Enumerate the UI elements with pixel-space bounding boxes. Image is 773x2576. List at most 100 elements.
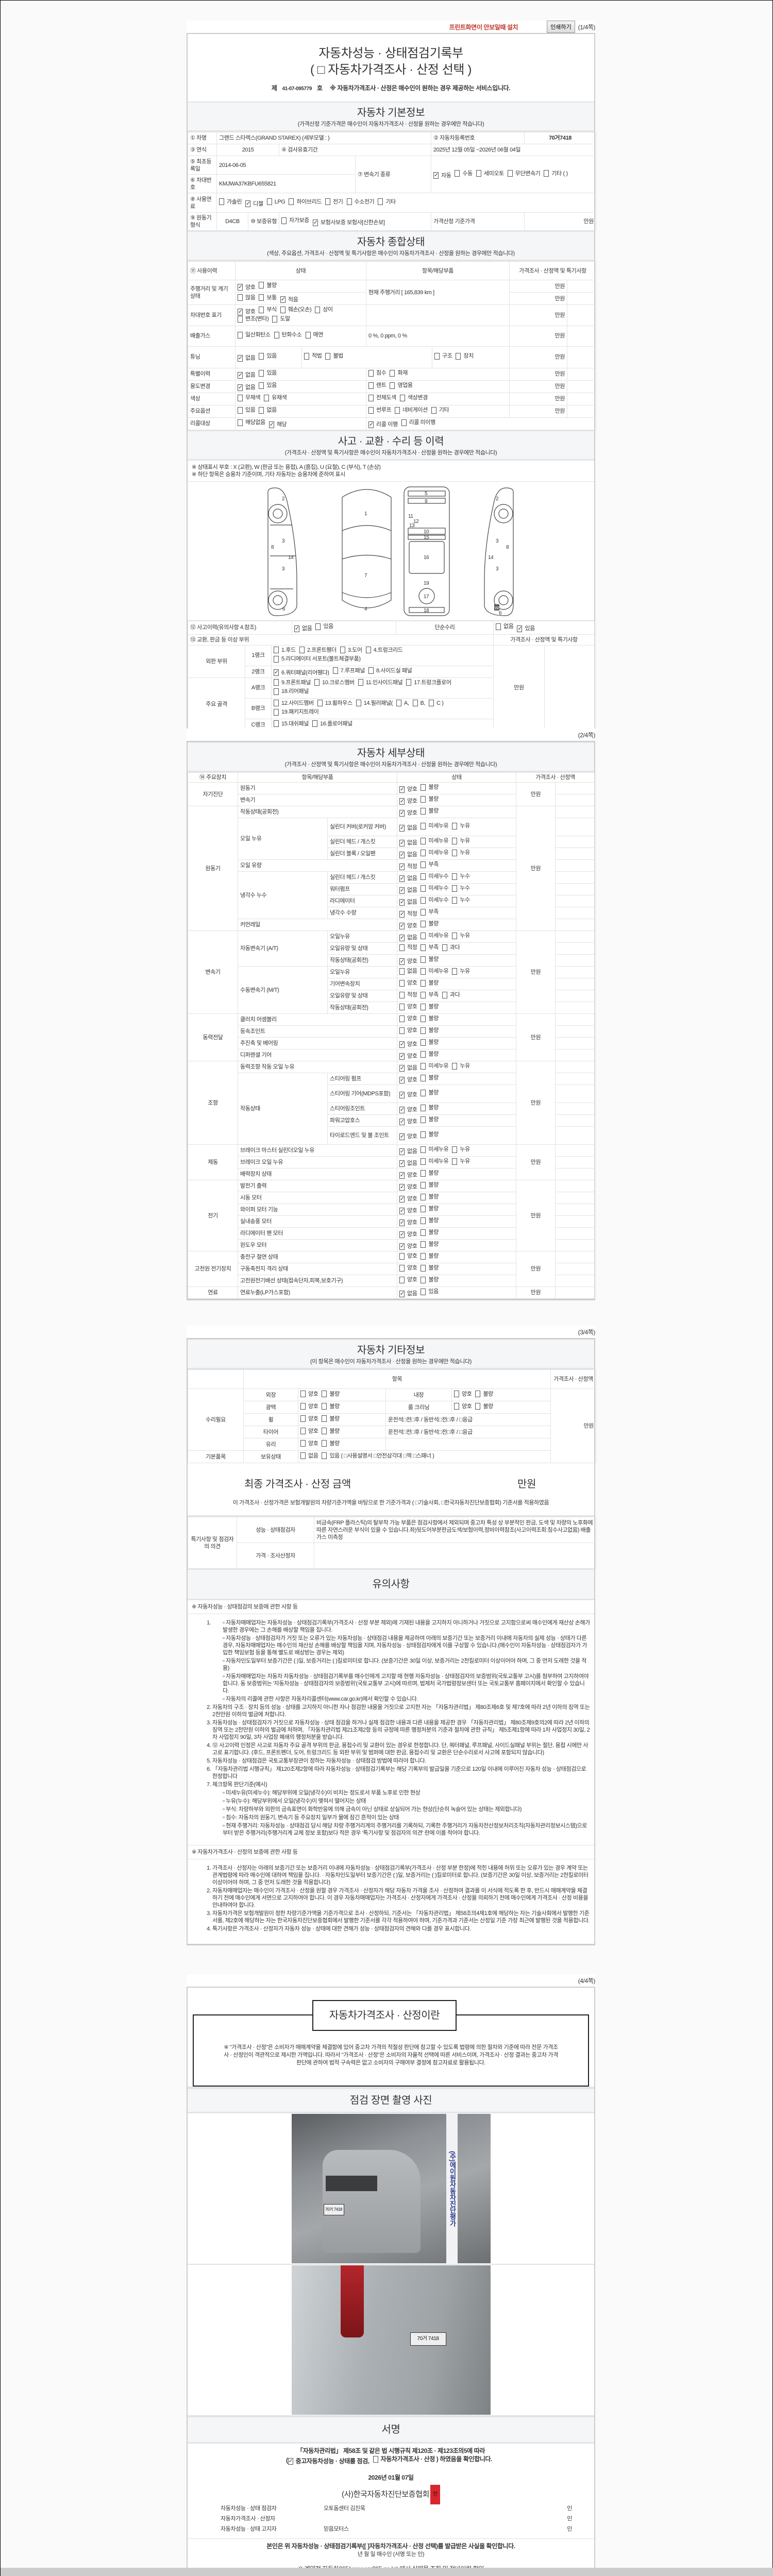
checkbox-option[interactable]: 적정 (399, 944, 417, 951)
checkbox-checked[interactable]: ✓ (399, 1183, 405, 1191)
checkbox-unchecked[interactable] (452, 885, 458, 892)
checkbox-option[interactable]: 변조(변타) (238, 315, 269, 323)
checkbox-unchecked[interactable] (421, 885, 426, 892)
checkbox-unchecked[interactable] (452, 968, 458, 975)
checkbox-option[interactable]: 썬루프 (368, 406, 392, 414)
checkbox-unchecked[interactable] (340, 647, 345, 653)
checkbox-option[interactable]: 적법 (304, 352, 322, 360)
checkbox-option[interactable]: ✓ 없음 (399, 824, 417, 832)
checkbox-option[interactable]: 13.휠하우스 (317, 700, 352, 707)
checkbox-unchecked[interactable] (358, 679, 363, 686)
checkbox-unchecked[interactable] (421, 979, 426, 987)
checkbox-unchecked[interactable] (421, 968, 426, 975)
checkbox-unchecked[interactable] (421, 1146, 426, 1153)
checkbox-option[interactable]: 누유 (452, 968, 470, 975)
checkbox-option[interactable]: ✓ 없음 (399, 1290, 417, 1297)
checkbox-option[interactable]: 누유 (452, 837, 470, 844)
checkbox-unchecked[interactable] (274, 700, 279, 706)
checkbox-option[interactable]: 리콜 미이행 (401, 419, 435, 426)
checkbox-unchecked[interactable] (452, 873, 458, 880)
checkbox-option[interactable]: 불량 (421, 1229, 439, 1236)
checkbox-option[interactable]: ✓ 적정 (399, 910, 417, 918)
checkbox-unchecked[interactable] (421, 873, 426, 880)
checkbox-unchecked[interactable] (395, 406, 400, 414)
checkbox-option[interactable]: ✓ 자동 (433, 172, 451, 179)
checkbox-option[interactable]: 미세누유 (421, 1158, 449, 1165)
checkbox-checked[interactable]: ✓ (399, 839, 405, 846)
checkbox-unchecked[interactable] (259, 282, 264, 289)
checkbox-unchecked[interactable] (399, 394, 405, 401)
checkbox-option[interactable]: 누수 (452, 896, 470, 904)
checkbox-unchecked[interactable] (219, 198, 224, 205)
checkbox-unchecked[interactable] (274, 655, 279, 663)
checkbox-unchecked[interactable] (421, 991, 426, 998)
checkbox-unchecked[interactable] (378, 198, 383, 205)
checkbox-unchecked[interactable] (322, 1403, 327, 1410)
checkbox-option[interactable]: ✓ 양호 (238, 308, 256, 315)
checkbox-unchecked[interactable] (274, 720, 279, 727)
checkbox-checked[interactable]: ✓ (238, 371, 243, 379)
checkbox-unchecked[interactable] (421, 849, 426, 856)
checkbox-option[interactable]: 미세누수 (421, 873, 449, 880)
checkbox-checked[interactable]: ✓ (399, 1133, 405, 1140)
checkbox-option[interactable]: ✓ 보험사보증 보험사[신한손보] (312, 219, 385, 226)
checkbox-option[interactable]: 불량 (421, 795, 439, 803)
checkbox-option[interactable]: 양호 (399, 1027, 417, 1034)
checkbox-unchecked[interactable] (456, 352, 461, 360)
checkbox-unchecked[interactable] (317, 700, 323, 706)
checkbox-unchecked[interactable] (322, 1452, 327, 1460)
checkbox-checked[interactable]: ✓ (399, 809, 405, 817)
checkbox-option[interactable]: 미세누유 (421, 837, 449, 844)
checkbox-unchecked[interactable] (421, 1039, 426, 1046)
checkbox-option[interactable]: 부족 (421, 908, 439, 916)
checkbox-option[interactable]: 장치 (456, 352, 474, 360)
checkbox-unchecked[interactable] (299, 647, 305, 653)
checkbox-option[interactable]: 불량 (421, 979, 439, 987)
checkbox-unchecked[interactable] (238, 331, 243, 338)
checkbox-option[interactable]: 불량 (421, 807, 439, 815)
checkbox-option[interactable]: 15.대쉬패널 (274, 720, 309, 727)
checkbox-unchecked[interactable] (421, 1003, 426, 1010)
checkbox-unchecked[interactable] (300, 1415, 306, 1422)
checkbox-option[interactable]: 불량 (322, 1415, 340, 1422)
checkbox-checked[interactable]: ✓ (399, 1053, 405, 1060)
checkbox-option[interactable]: 불량 (421, 1193, 439, 1200)
checkbox-unchecked[interactable] (421, 1229, 426, 1236)
checkbox-unchecked[interactable] (544, 170, 549, 177)
checkbox-checked[interactable]: ✓ (399, 1041, 405, 1048)
checkbox-unchecked[interactable] (421, 822, 426, 829)
checkbox-option[interactable]: 19.패키지트레이 (274, 708, 319, 716)
checkbox-unchecked[interactable] (368, 406, 374, 414)
checkbox-unchecked[interactable] (238, 419, 243, 426)
checkbox-unchecked[interactable] (442, 991, 447, 998)
checkbox-option[interactable]: 자가보증 (281, 217, 309, 224)
checkbox-option[interactable]: 불량 (322, 1440, 340, 1447)
checkbox-checked[interactable]: ✓ (399, 1195, 405, 1202)
checkbox-option[interactable]: 없음 (496, 623, 514, 630)
checkbox-option[interactable]: 불량 (421, 920, 439, 927)
checkbox-option[interactable]: ✓ 양호 (399, 1219, 417, 1226)
checkbox-checked[interactable]: ✓ (517, 625, 523, 632)
checkbox-unchecked[interactable] (421, 956, 426, 963)
checkbox-unchecked[interactable] (264, 394, 270, 401)
checkbox-option[interactable]: 1.후드 (274, 647, 296, 654)
checkbox-unchecked[interactable] (390, 369, 395, 377)
checkbox-option[interactable]: 양호 (300, 1391, 318, 1398)
checkbox-option[interactable]: 전기 (325, 198, 343, 206)
checkbox-unchecked[interactable] (476, 170, 481, 177)
checkbox-option[interactable]: 미세누유 (421, 932, 449, 939)
checkbox-unchecked[interactable] (259, 382, 264, 389)
checkbox-unchecked[interactable] (452, 932, 458, 939)
checkbox-checked[interactable]: ✓ (399, 798, 405, 805)
checkbox-option[interactable]: 무채색 (238, 394, 261, 401)
checkbox-unchecked[interactable] (238, 394, 243, 401)
checkbox-unchecked[interactable] (399, 991, 405, 998)
checkbox-option[interactable]: 양호 (300, 1428, 318, 1435)
checkbox-unchecked[interactable] (259, 306, 264, 313)
checkbox-unchecked[interactable] (280, 306, 285, 313)
checkbox-option[interactable]: ✓ 6.쿼터패널(리어휀다) (274, 669, 329, 676)
checkbox-unchecked[interactable] (421, 932, 426, 939)
checkbox-option[interactable]: 하이브리드 (289, 198, 322, 206)
checkbox-unchecked[interactable] (475, 1391, 481, 1398)
checkbox-option[interactable]: 불량 (421, 1205, 439, 1212)
